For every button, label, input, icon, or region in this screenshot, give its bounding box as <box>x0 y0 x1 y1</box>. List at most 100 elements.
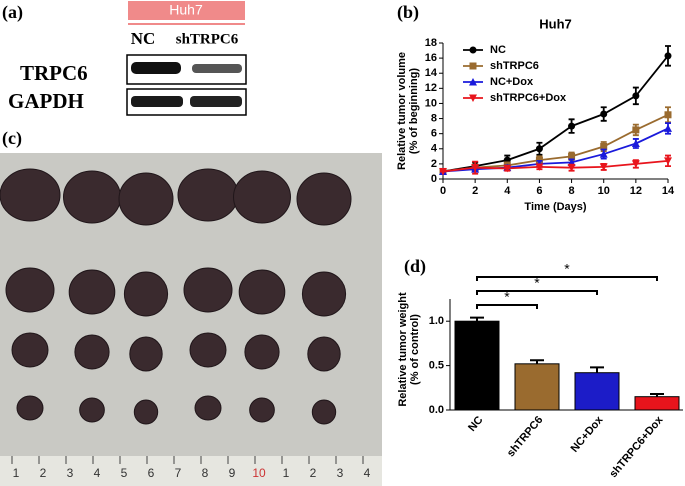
marker <box>568 152 576 160</box>
marker <box>664 52 672 60</box>
x-tick-label: 14 <box>662 185 675 197</box>
x-tick-label: 2 <box>472 185 478 197</box>
marker <box>664 157 672 165</box>
marker <box>664 124 672 132</box>
tumor <box>177 168 239 222</box>
panel-label: (b) <box>397 2 419 23</box>
band <box>131 96 183 107</box>
tumor <box>249 397 275 423</box>
significance-bracket <box>476 276 658 281</box>
ruler-label: 1 <box>13 466 20 480</box>
tumor <box>233 170 291 224</box>
ruler-label: 4 <box>94 466 101 480</box>
ruler-label: 3 <box>67 466 74 480</box>
y-tick-label: 14 <box>425 67 438 79</box>
tumor <box>244 334 280 370</box>
marker <box>599 163 608 171</box>
x-axis-label: Time (Days) <box>524 201 586 213</box>
ruler-label: 3 <box>337 466 344 480</box>
tumor <box>307 336 341 372</box>
x-tick-label: 6 <box>536 185 542 197</box>
bar <box>634 396 680 411</box>
panel-label: (d) <box>404 256 426 277</box>
x-tick-label: 10 <box>598 185 610 197</box>
x-tick-label: NC <box>466 414 485 434</box>
y-axis-label: Relative tumor weight <box>397 292 409 407</box>
y-axis-label: Relative tumor volume <box>396 52 408 170</box>
panel-label: (a) <box>2 2 23 23</box>
significance-bracket <box>476 304 538 309</box>
y-tick-label: 12 <box>425 82 437 94</box>
chart-title: Huh7 <box>539 16 572 31</box>
bar <box>454 320 500 411</box>
x-tick-label: NC+Dox <box>569 413 606 454</box>
marker <box>471 164 480 172</box>
y-tick-label: 8 <box>431 112 437 124</box>
marker <box>599 150 608 158</box>
band <box>190 96 242 107</box>
cell-line-banner <box>128 1 245 20</box>
y-tick-label: 10 <box>425 97 437 109</box>
marker <box>535 163 544 171</box>
tumor <box>0 168 61 222</box>
ruler-label: 2 <box>310 466 317 480</box>
marker <box>568 122 576 130</box>
error-bar <box>530 359 544 364</box>
y-tick-label: 0.0 <box>429 404 444 416</box>
legend-label: shTRPC6 <box>490 60 539 72</box>
legend-label: NC <box>490 44 506 56</box>
y-axis-label: (% of beginning) <box>408 68 420 154</box>
tumor <box>311 399 337 425</box>
tumor <box>11 332 49 368</box>
y-tick-label: 4 <box>431 143 438 155</box>
bar <box>574 372 620 411</box>
marker <box>600 110 608 118</box>
ruler-label: 9 <box>229 466 236 480</box>
tumor <box>16 395 44 421</box>
tumor <box>133 399 159 425</box>
marker <box>631 160 640 168</box>
x-tick-label: 8 <box>569 185 575 197</box>
tumor <box>63 170 121 224</box>
significance-bracket <box>476 290 598 295</box>
y-tick-label: 0 <box>431 173 437 185</box>
significance-label: * <box>534 275 540 291</box>
ruler-label: 4 <box>364 466 371 480</box>
marker <box>535 145 543 153</box>
tumor <box>68 269 116 315</box>
marker <box>469 94 477 102</box>
significance-label: * <box>564 261 570 277</box>
ruler-labels: 1 2 3 4 5 6 7 8 9 10 1 2 3 4 <box>11 456 371 480</box>
tumor <box>5 267 55 313</box>
marker <box>567 164 576 172</box>
y-tick-label: 1.0 <box>429 315 444 327</box>
x-tick-label: 0 <box>440 185 446 197</box>
tumor <box>301 271 347 317</box>
tumor <box>123 271 169 317</box>
tumor <box>238 269 286 315</box>
marker <box>631 139 640 147</box>
marker <box>469 62 477 70</box>
bar <box>514 363 560 411</box>
marker <box>632 126 640 134</box>
x-tick-label: shTRPC6 <box>505 414 546 459</box>
y-axis-label: (% of control) <box>409 314 421 385</box>
error-bar <box>470 316 484 322</box>
legend-label: shTRPC6+Dox <box>490 92 567 104</box>
protein-label: TRPC6 <box>20 61 88 85</box>
y-tick-label: 18 <box>425 37 437 49</box>
marker <box>632 92 640 100</box>
tumor <box>74 334 110 370</box>
error-bar <box>590 366 604 373</box>
ruler-label: 8 <box>202 466 209 480</box>
tumor <box>118 172 174 226</box>
x-tick-label: shTRPC6+Dox <box>607 413 666 480</box>
tumors <box>0 168 352 425</box>
marker <box>664 111 672 119</box>
ruler-label: 6 <box>148 466 155 480</box>
ruler-label: 5 <box>121 466 128 480</box>
band <box>131 62 181 74</box>
protein-label: GAPDH <box>8 89 84 113</box>
series-line <box>442 55 669 173</box>
